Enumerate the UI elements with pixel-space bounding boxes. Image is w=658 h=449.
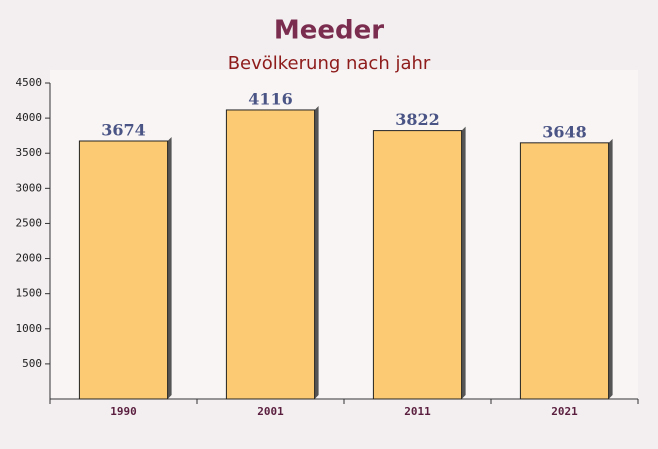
x-tick-label: 2001 bbox=[257, 405, 284, 418]
y-tick-label: 3000 bbox=[16, 181, 43, 194]
y-tick-label: 500 bbox=[22, 357, 42, 370]
y-tick-label: 1500 bbox=[16, 287, 43, 300]
value-label: 3648 bbox=[542, 122, 587, 141]
value-label: 3822 bbox=[395, 110, 440, 129]
y-tick-label: 3500 bbox=[16, 146, 43, 159]
bar bbox=[78, 140, 169, 400]
x-tick-label: 2021 bbox=[551, 405, 578, 418]
y-tick-label: 2500 bbox=[16, 216, 43, 229]
bar-shadow bbox=[461, 126, 466, 400]
bar-shadow bbox=[167, 137, 172, 400]
chart-title: Meeder bbox=[274, 16, 384, 46]
y-tick-label: 2000 bbox=[16, 252, 43, 265]
y-tick-label: 4000 bbox=[16, 111, 43, 124]
y-tick-label: 1000 bbox=[16, 322, 43, 335]
bar bbox=[372, 130, 463, 400]
bar-shadow bbox=[608, 138, 613, 399]
bar bbox=[519, 142, 610, 400]
x-tick-label: 1990 bbox=[110, 405, 137, 418]
chart-subtitle: Bevölkerung nach jahr bbox=[228, 53, 431, 74]
value-label: 3674 bbox=[101, 121, 146, 140]
y-tick-label: 4500 bbox=[16, 76, 43, 89]
bar-shadow bbox=[314, 105, 319, 399]
bar bbox=[225, 109, 316, 400]
x-tick-label: 2011 bbox=[404, 405, 431, 418]
value-label: 4116 bbox=[248, 89, 293, 108]
